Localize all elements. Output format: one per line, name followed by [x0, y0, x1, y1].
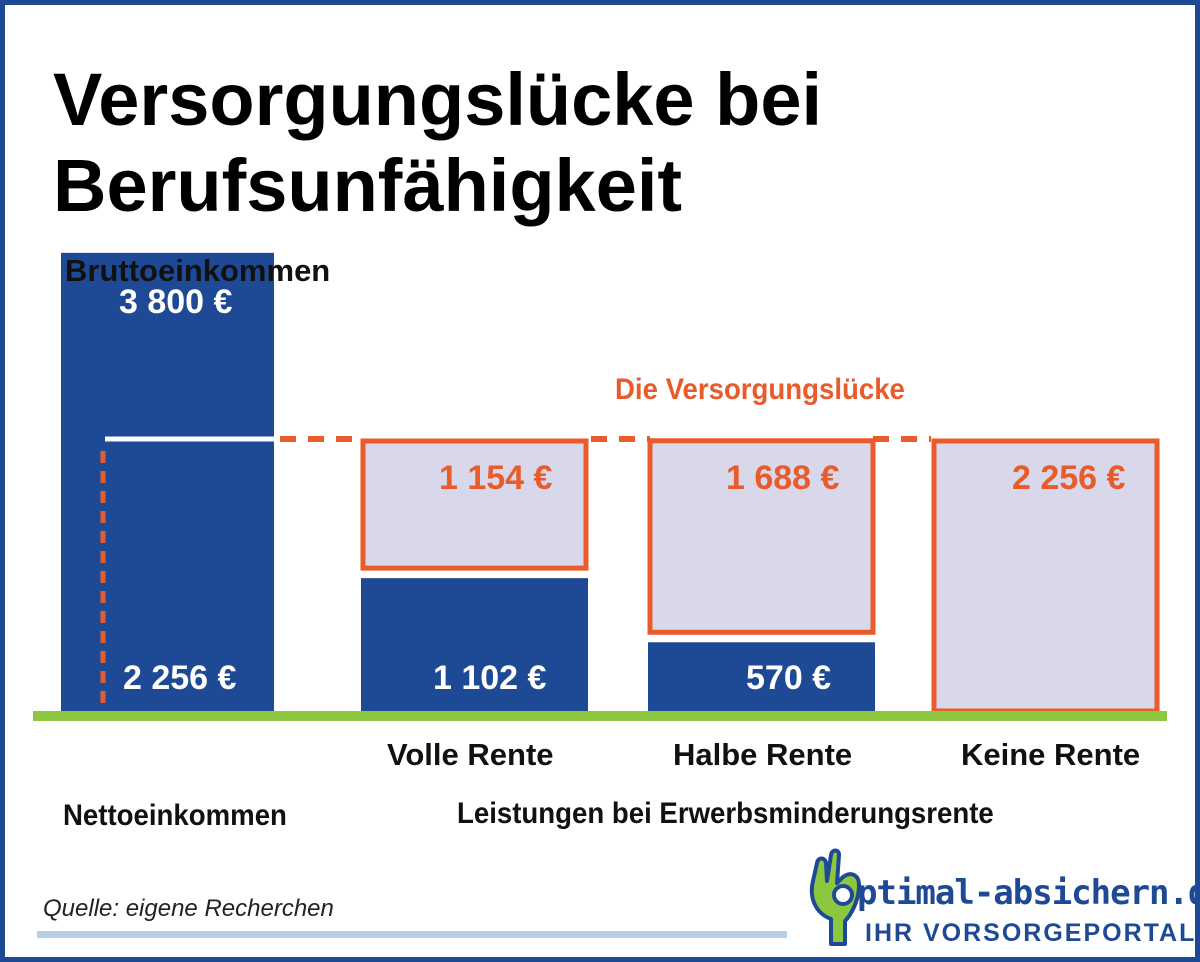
gap-label-halbe-rente: 1 688 €	[726, 458, 840, 497]
gap-box-volle-rente	[360, 438, 589, 571]
page-title: Versorgungslücke bei Berufsunfähigkeit	[53, 57, 822, 229]
gap-label-keine-rente: 2 256 €	[1012, 459, 1126, 497]
gap-box-halbe-rente	[647, 438, 876, 635]
logo-name: ptimal-absichern.de	[857, 873, 1200, 913]
gross-income-bar	[61, 252, 274, 711]
chart	[33, 252, 1167, 721]
gross-income-label: Bruttoeinkommen	[65, 253, 331, 288]
gross-income-value-label: 3 800 €	[119, 282, 233, 321]
baseline	[33, 711, 1167, 721]
category-label-keine-rente: Keine Rente	[961, 737, 1141, 772]
pension-label-volle-rente: 1 102 €	[433, 659, 547, 697]
x-axis-label: Leistungen bei Erwerbsminderungsrente	[457, 797, 994, 830]
pension-bar-halbe-rente	[648, 642, 875, 711]
pension-label-halbe-rente: 570 €	[746, 659, 832, 697]
category-label-volle-rente: Volle Rente	[387, 737, 554, 772]
category-label-halbe-rente: Halbe Rente	[673, 737, 853, 772]
ok-hand-icon	[809, 848, 861, 946]
pension-bar-volle-rente	[361, 578, 588, 711]
title-line-1: Versorgungslücke bei	[53, 58, 823, 141]
gap-box-keine-rente	[931, 438, 1160, 714]
logo-tagline: IHR VORSORGEPORTAL	[865, 919, 1197, 947]
source-note: Quelle: eigene Recherchen	[43, 895, 334, 922]
gap-label-volle-rente: 1 154 €	[439, 459, 553, 497]
net-income-value-label: 2 256 €	[123, 659, 237, 697]
source-rule	[37, 931, 787, 938]
title-line-2: Berufsunfähigkeit	[53, 144, 683, 227]
net-income-label: Nettoeinkommen	[63, 799, 287, 832]
gap-title: Die Versorgungslücke	[615, 373, 905, 406]
